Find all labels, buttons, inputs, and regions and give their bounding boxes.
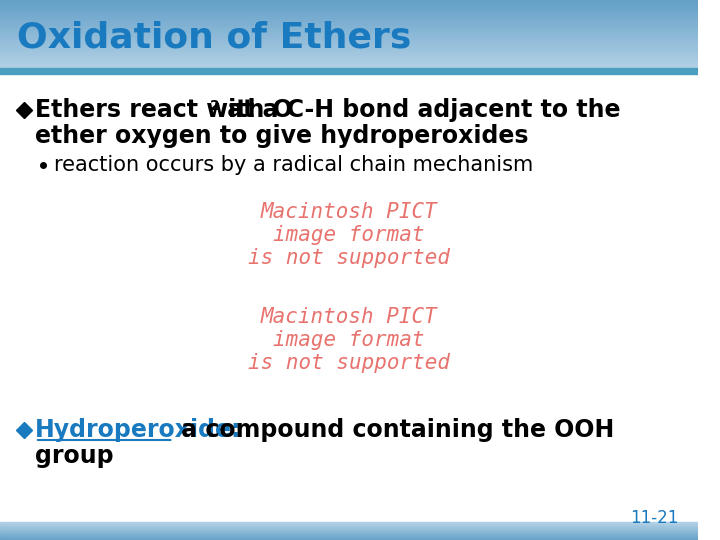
Bar xyxy=(0,18,698,19)
Text: Oxidation of Ethers: Oxidation of Ethers xyxy=(17,21,412,55)
Bar xyxy=(0,59,698,60)
Bar xyxy=(0,54,698,55)
Bar xyxy=(0,537,698,538)
Bar xyxy=(0,0,698,1)
Bar xyxy=(0,525,698,526)
Bar xyxy=(0,3,698,4)
Bar xyxy=(0,19,698,20)
Bar xyxy=(0,6,698,7)
Bar xyxy=(0,9,698,10)
Bar xyxy=(0,23,698,24)
Bar xyxy=(0,4,698,5)
Bar xyxy=(0,8,698,9)
Bar xyxy=(0,40,698,41)
Bar xyxy=(0,529,698,530)
Bar xyxy=(0,53,698,54)
Bar xyxy=(0,64,698,65)
Bar xyxy=(0,522,698,523)
Bar xyxy=(0,527,698,528)
Bar xyxy=(0,37,698,38)
Bar xyxy=(0,22,698,23)
Bar xyxy=(0,55,698,56)
Bar xyxy=(0,68,698,74)
Bar xyxy=(0,63,698,64)
Bar xyxy=(0,5,698,6)
Text: Macintosh PICT
image format
is not supported: Macintosh PICT image format is not suppo… xyxy=(248,202,450,268)
Text: Hydroperoxide:: Hydroperoxide: xyxy=(35,418,241,442)
Bar xyxy=(0,60,698,61)
Bar xyxy=(0,52,698,53)
Bar xyxy=(0,1,698,2)
Bar xyxy=(0,34,698,35)
Bar xyxy=(0,536,698,537)
Bar xyxy=(0,26,698,27)
Bar xyxy=(0,36,698,37)
Text: ether oxygen to give hydroperoxides: ether oxygen to give hydroperoxides xyxy=(35,124,528,148)
Bar xyxy=(0,535,698,536)
Bar xyxy=(0,14,698,15)
Bar xyxy=(0,39,698,40)
Bar xyxy=(0,43,698,44)
Text: 2: 2 xyxy=(210,99,220,113)
Bar xyxy=(0,48,698,49)
Bar xyxy=(0,35,698,36)
Bar xyxy=(0,534,698,535)
Bar xyxy=(0,51,698,52)
Bar xyxy=(0,28,698,29)
Text: a compound containing the OOH: a compound containing the OOH xyxy=(174,418,615,442)
Text: Ethers react with O: Ethers react with O xyxy=(35,98,292,122)
Bar xyxy=(0,33,698,34)
Bar xyxy=(0,41,698,42)
Bar xyxy=(0,25,698,26)
Bar xyxy=(0,56,698,57)
Bar xyxy=(0,29,698,30)
Bar xyxy=(0,10,698,11)
Bar xyxy=(0,50,698,51)
Bar xyxy=(0,17,698,18)
Bar xyxy=(0,538,698,539)
Bar xyxy=(0,13,698,14)
Bar xyxy=(0,42,698,43)
Bar xyxy=(0,58,698,59)
Bar xyxy=(0,524,698,525)
Bar xyxy=(0,24,698,25)
Bar xyxy=(0,45,698,46)
Bar xyxy=(0,57,698,58)
Bar xyxy=(0,27,698,28)
Bar xyxy=(0,31,698,32)
Bar xyxy=(0,46,698,47)
Bar xyxy=(0,20,698,21)
Bar xyxy=(0,7,698,8)
Bar xyxy=(0,539,698,540)
Bar xyxy=(0,32,698,33)
Bar xyxy=(0,65,698,66)
Bar xyxy=(0,62,698,63)
Bar xyxy=(0,523,698,524)
Bar xyxy=(0,532,698,533)
Bar xyxy=(0,67,698,68)
Bar xyxy=(0,16,698,17)
Bar xyxy=(0,533,698,534)
Bar xyxy=(0,21,698,22)
Text: Macintosh PICT
image format
is not supported: Macintosh PICT image format is not suppo… xyxy=(248,307,450,373)
Text: reaction occurs by a radical chain mechanism: reaction occurs by a radical chain mecha… xyxy=(54,155,534,175)
Bar xyxy=(0,44,698,45)
Bar xyxy=(0,526,698,527)
Text: 11-21: 11-21 xyxy=(631,509,679,527)
Bar xyxy=(0,47,698,48)
Bar xyxy=(0,15,698,16)
Bar xyxy=(0,528,698,529)
Text: at a C-H bond adjacent to the: at a C-H bond adjacent to the xyxy=(219,98,620,122)
Bar xyxy=(0,12,698,13)
Bar xyxy=(0,2,698,3)
Bar xyxy=(0,49,698,50)
Bar xyxy=(0,38,698,39)
Bar xyxy=(0,530,698,531)
Bar xyxy=(0,531,698,532)
Bar xyxy=(0,30,698,31)
Bar xyxy=(0,66,698,67)
Bar xyxy=(0,11,698,12)
Bar xyxy=(0,61,698,62)
Text: group: group xyxy=(35,444,114,468)
